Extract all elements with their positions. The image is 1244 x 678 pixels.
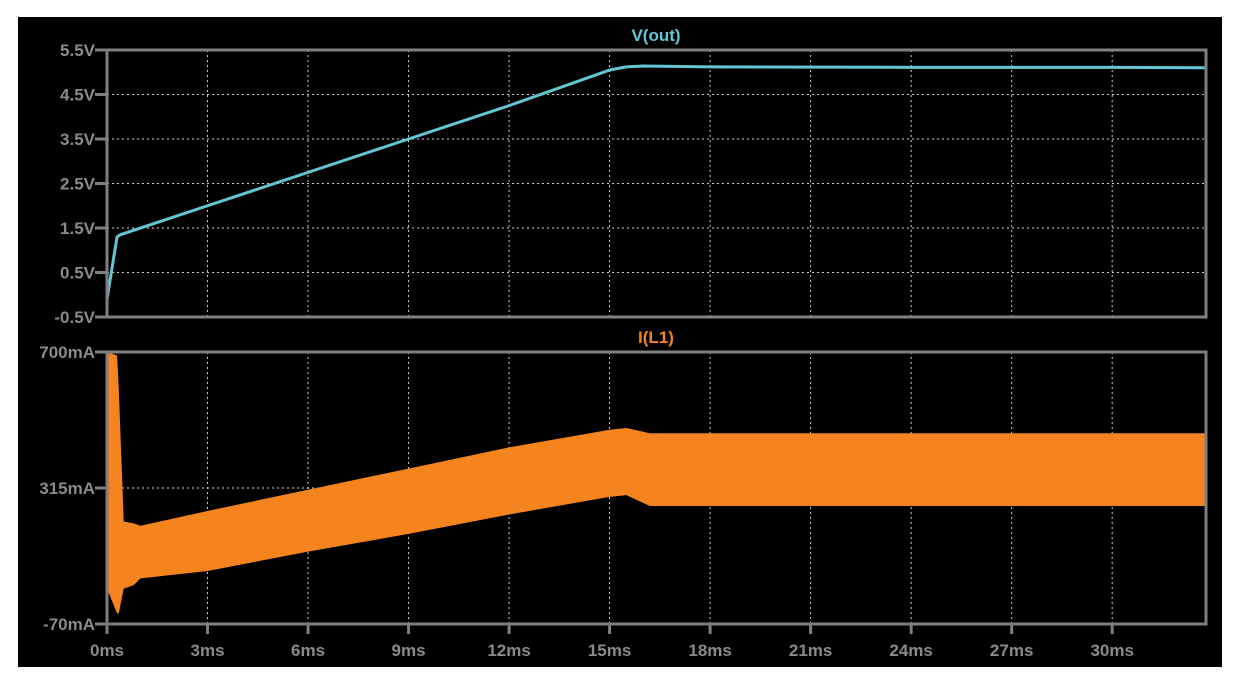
y-tick-label: 0.5V xyxy=(60,264,96,283)
x-tick-label: 6ms xyxy=(291,641,325,660)
x-tick-label: 21ms xyxy=(789,641,832,660)
y-tick-label: -0.5V xyxy=(54,308,95,327)
y-tick-label: -70mA xyxy=(43,615,95,634)
y-tick-label: 3.5V xyxy=(60,130,96,149)
trace-il1-envelope xyxy=(107,352,1206,614)
trace-title-il1[interactable]: I(L1) xyxy=(638,328,674,347)
pane-il1: 700mA 315mA -70mA 0ms 3ms 6ms 9ms 12ms 15ms 18ms 2… xyxy=(39,343,1208,660)
y-tick-label: 315mA xyxy=(39,479,95,498)
x-tick-label: 12ms xyxy=(487,641,530,660)
y-tick-label: 5.5V xyxy=(60,41,96,60)
x-tick-label: 15ms xyxy=(588,641,631,660)
y-tick-label: 4.5V xyxy=(60,86,96,105)
pane-vout: 5.5V 4.5V 3.5V 2.5V 1.5V 0.5V -0.5V xyxy=(54,41,1208,327)
plot-frame xyxy=(105,48,1208,319)
x-tick-label: 0ms xyxy=(90,641,124,660)
y-tick-label: 700mA xyxy=(39,343,95,362)
x-tick-label: 3ms xyxy=(191,641,225,660)
plot-frame xyxy=(105,350,1208,626)
x-tick-label: 30ms xyxy=(1090,641,1133,660)
trace-vout xyxy=(105,64,1207,300)
y-tick-label: 1.5V xyxy=(60,219,96,238)
x-tick-label: 24ms xyxy=(889,641,932,660)
x-tick-label: 27ms xyxy=(990,641,1033,660)
trace-title-vout[interactable]: V(out) xyxy=(631,26,680,45)
x-tick-label: 18ms xyxy=(688,641,731,660)
x-tick-label: 9ms xyxy=(392,641,426,660)
y-tick-label: 2.5V xyxy=(60,175,96,194)
